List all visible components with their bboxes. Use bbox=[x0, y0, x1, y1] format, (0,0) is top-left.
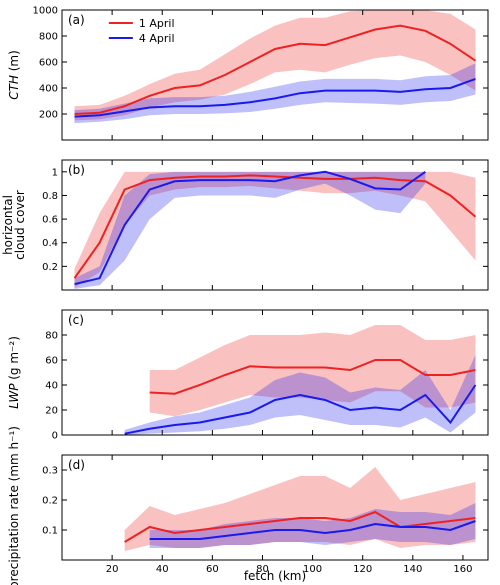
xtick-label: 120 bbox=[353, 564, 372, 575]
ytick-label-d: 0.2 bbox=[42, 496, 58, 507]
ytick-label-a: 800 bbox=[39, 32, 58, 43]
legend-label-s1: 1 April bbox=[139, 17, 175, 30]
panel-d: 0.10.20.320406080100120140160(d)precipit… bbox=[7, 426, 488, 585]
ytick-label-b: 1 bbox=[52, 167, 58, 178]
ytick-label-a: 600 bbox=[39, 58, 58, 69]
ylabel-a: CTH (m) bbox=[7, 50, 21, 100]
multipanel-chart: 2004006008001000(a)CTH (m)1 April4 April… bbox=[0, 0, 500, 585]
ytick-label-c: 20 bbox=[45, 406, 58, 417]
ytick-label-c: 0 bbox=[52, 431, 58, 442]
ytick-label-a: 200 bbox=[39, 110, 58, 121]
xlabel: fetch (km) bbox=[244, 569, 306, 583]
panel-c: 0 20 40 60 80 (c) LWP (g m⁻²) bbox=[7, 310, 488, 442]
xtick-label: 160 bbox=[453, 564, 472, 575]
xtick-label: 40 bbox=[156, 564, 169, 575]
ytick-label-a: 400 bbox=[39, 84, 58, 95]
ytick-label-d: 0.1 bbox=[42, 526, 58, 537]
legend-label-s2: 4 April bbox=[139, 32, 175, 45]
panel-label-a: (a) bbox=[68, 13, 85, 27]
ytick-label-b: 0.6 bbox=[42, 215, 58, 226]
panel-label-d: (d) bbox=[68, 458, 85, 472]
panel-label-c: (c) bbox=[68, 313, 84, 327]
ytick-label-b: 0.2 bbox=[42, 262, 58, 273]
xtick-label: 20 bbox=[106, 564, 119, 575]
panel-b: 0.2 0.4 0.6 0.8 1 (b) horizontalcloud cover bbox=[1, 160, 488, 290]
xtick-label: 140 bbox=[403, 564, 422, 575]
ytick-label-c: 40 bbox=[45, 381, 58, 392]
ylabel-b: horizontalcloud cover bbox=[1, 190, 27, 260]
xtick-label: 60 bbox=[206, 564, 219, 575]
panel-label-b: (b) bbox=[68, 163, 85, 177]
ytick-label-b: 0.8 bbox=[42, 191, 58, 202]
ytick-label-c: 60 bbox=[45, 356, 58, 367]
ylabel-d: precipitation rate (mm h⁻¹) bbox=[7, 426, 21, 585]
ylabel-c: LWP (g m⁻²) bbox=[7, 336, 21, 409]
ytick-label-d: 0.3 bbox=[42, 466, 58, 477]
ytick-label-c: 80 bbox=[45, 331, 58, 342]
ytick-label-b: 0.4 bbox=[42, 238, 58, 249]
ytick-label-a: 1000 bbox=[33, 6, 58, 17]
panel-a: 200 400 600 800 1000 (a) CTH (m) 1 April 4 April bbox=[7, 6, 488, 141]
